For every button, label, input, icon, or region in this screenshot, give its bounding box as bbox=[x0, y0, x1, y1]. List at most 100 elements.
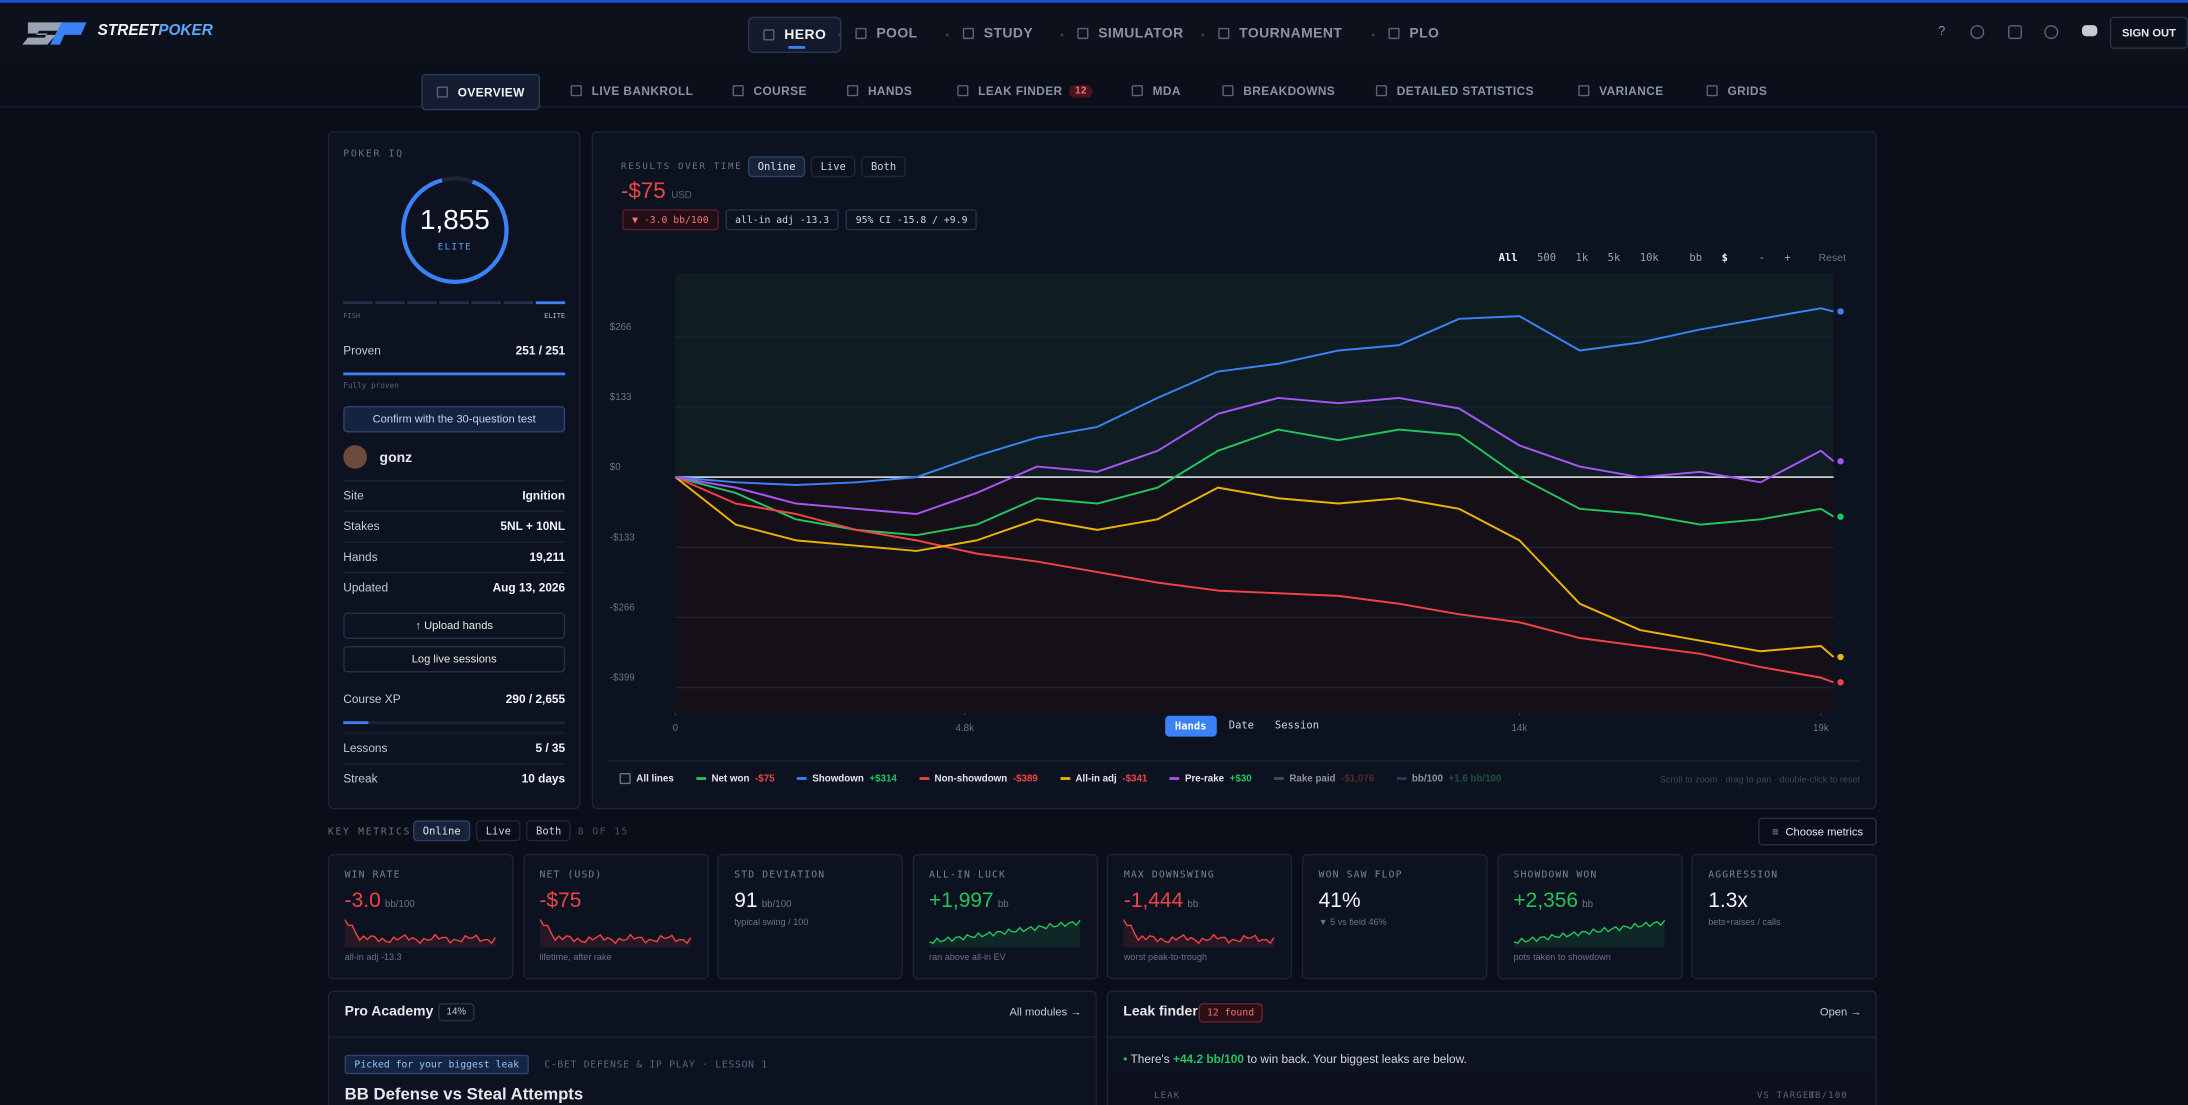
metrics-toggle-btn[interactable]: Live bbox=[475, 820, 521, 842]
metric-title: STD DEVIATION bbox=[734, 869, 826, 881]
main-tab[interactable]: POOL bbox=[855, 17, 917, 50]
filter-icon: ≡ bbox=[1771, 825, 1779, 838]
sub-tab[interactable]: LEAK FINDER 12 bbox=[957, 74, 1093, 107]
headline-value: -$75 bbox=[620, 179, 666, 204]
metrics-toggle-btn[interactable]: Online bbox=[413, 820, 471, 842]
legend-value: +$30 bbox=[1229, 773, 1252, 784]
sub-tab[interactable]: LIVE BANKROLL bbox=[570, 74, 694, 107]
leak-link[interactable]: Open → bbox=[1819, 1005, 1862, 1019]
discord-icon[interactable] bbox=[2081, 25, 2098, 37]
icon[interactable] bbox=[2007, 25, 2022, 40]
main-tab[interactable]: TOURNAMENT bbox=[1218, 17, 1342, 50]
upload-button[interactable]: ↑ Upload hands bbox=[343, 612, 566, 640]
main-tab[interactable]: SIMULATOR bbox=[1077, 17, 1183, 50]
tab-icon bbox=[436, 86, 448, 98]
separator bbox=[343, 479, 566, 482]
sub-tab[interactable]: HANDS bbox=[847, 74, 912, 107]
value: 5NL + 10NL bbox=[500, 519, 566, 533]
tab-icon bbox=[957, 85, 969, 97]
metric-value: +2,356 bb bbox=[1513, 889, 1593, 913]
tab-label: LEAK FINDER bbox=[978, 83, 1063, 98]
legend-item[interactable]: Net won -$75 bbox=[696, 773, 775, 784]
metric-title: AGGRESSION bbox=[1708, 869, 1779, 881]
sub-tab[interactable]: GRIDS bbox=[1706, 74, 1768, 107]
main-tab[interactable]: HERO bbox=[747, 16, 842, 54]
sub-tab[interactable]: DETAILED STATISTICS bbox=[1375, 74, 1534, 107]
range-btn[interactable]: bb bbox=[1689, 251, 1703, 264]
academy-tag: Picked for your biggest leak bbox=[344, 1054, 529, 1075]
sign-out[interactable]: SIGN OUT bbox=[2109, 16, 2188, 49]
legend-item[interactable]: Showdown +$314 bbox=[796, 773, 897, 784]
xp-fill bbox=[343, 721, 369, 725]
info-row: Site Ignition bbox=[343, 488, 565, 502]
xp-row: Course XP 290 / 2,655 bbox=[343, 692, 565, 706]
range-btn[interactable]: 10k bbox=[1639, 251, 1659, 264]
x-mode-btn[interactable]: Hands bbox=[1165, 715, 1217, 737]
unit: bb/100 bbox=[761, 899, 792, 910]
icon[interactable] bbox=[2044, 25, 2059, 40]
legend-value: -$75 bbox=[755, 773, 775, 784]
legend-name: Showdown bbox=[812, 773, 864, 784]
sub-tab[interactable]: OVERVIEW bbox=[421, 73, 541, 111]
x-mode-btn[interactable]: Session bbox=[1274, 718, 1320, 732]
icon[interactable] bbox=[1970, 25, 1985, 40]
legend-name: Non-showdown bbox=[934, 773, 1008, 784]
legend-item[interactable]: bb/100 +1.6 bb/100 bbox=[1396, 774, 1501, 783]
metric-title: WON SAW FLOP bbox=[1318, 869, 1403, 881]
tab-icon bbox=[1388, 27, 1400, 40]
metric-card: AGGRESSION 1.3x bets+raises / calls bbox=[1691, 853, 1878, 980]
sub-tab[interactable]: VARIANCE bbox=[1578, 74, 1663, 107]
sparkline-line bbox=[929, 919, 1081, 944]
log-button[interactable]: Log live sessions bbox=[343, 645, 566, 673]
range-btn[interactable]: 500 bbox=[1537, 251, 1557, 264]
separator bbox=[343, 572, 566, 574]
metrics-toggle: Online Live Both bbox=[413, 820, 572, 842]
source-toggle-btn[interactable]: Live bbox=[810, 156, 856, 178]
help[interactable]: ? bbox=[1938, 23, 1946, 38]
end-dot bbox=[1837, 653, 1844, 661]
tab-icon bbox=[855, 27, 867, 40]
tab-label: GRIDS bbox=[1727, 83, 1768, 98]
metric-sub: ▼ 5 vs field 46% bbox=[1318, 918, 1387, 928]
tab-icon bbox=[1077, 27, 1089, 40]
tier-segment bbox=[439, 301, 469, 305]
sub-tab[interactable]: BREAKDOWNS bbox=[1222, 74, 1335, 107]
legend-item[interactable]: All-in adj -$341 bbox=[1060, 773, 1148, 784]
separator bbox=[1060, 33, 1064, 37]
main-tab[interactable]: PLO bbox=[1388, 17, 1439, 50]
legend-name: Rake paid bbox=[1289, 773, 1336, 784]
legend-item[interactable]: Pre-rake +$30 bbox=[1169, 773, 1252, 784]
metric-sub: lifetime, after rake bbox=[539, 952, 612, 963]
series-line bbox=[675, 428, 1835, 537]
range-btn[interactable]: All bbox=[1498, 251, 1518, 264]
choose-metrics[interactable]: ≡ Choose metrics bbox=[1758, 817, 1877, 846]
metric-value: -$75 bbox=[539, 889, 581, 913]
range-btn[interactable]: - bbox=[1758, 251, 1765, 264]
tier-segment bbox=[407, 301, 437, 305]
value: 1.3x bbox=[1708, 888, 1748, 913]
range-btn[interactable]: $ bbox=[1721, 251, 1728, 264]
range-btn[interactable]: + bbox=[1784, 251, 1791, 264]
divider bbox=[1107, 1036, 1876, 1039]
confirm-button[interactable]: Confirm with the 30-question test bbox=[343, 406, 566, 433]
range-btn[interactable]: 1k bbox=[1575, 251, 1589, 264]
x-mode-btn[interactable]: Date bbox=[1228, 718, 1254, 732]
main-tab[interactable]: STUDY bbox=[962, 17, 1033, 50]
sub-tab[interactable]: MDA bbox=[1131, 74, 1181, 107]
legend-all[interactable]: All lines bbox=[619, 772, 674, 785]
sub-tab[interactable]: COURSE bbox=[732, 74, 807, 107]
sparkline bbox=[539, 919, 691, 948]
legend-item[interactable]: Rake paid -$1,076 bbox=[1274, 773, 1374, 784]
source-toggle-btn[interactable]: Both bbox=[861, 156, 906, 178]
metrics-toggle-btn[interactable]: Both bbox=[526, 820, 572, 842]
separator bbox=[1201, 33, 1205, 37]
academy-link[interactable]: All modules → bbox=[1009, 1005, 1082, 1019]
reset-btn[interactable]: Reset bbox=[1818, 251, 1846, 264]
legend-item[interactable]: Non-showdown -$389 bbox=[919, 773, 1038, 784]
tab-icon bbox=[847, 85, 859, 97]
legend-name: All-in adj bbox=[1075, 773, 1117, 784]
legend-value: -$341 bbox=[1122, 773, 1148, 784]
range-btn[interactable]: 5k bbox=[1607, 251, 1621, 264]
source-toggle-btn[interactable]: Online bbox=[747, 156, 806, 178]
divider bbox=[607, 760, 1861, 762]
